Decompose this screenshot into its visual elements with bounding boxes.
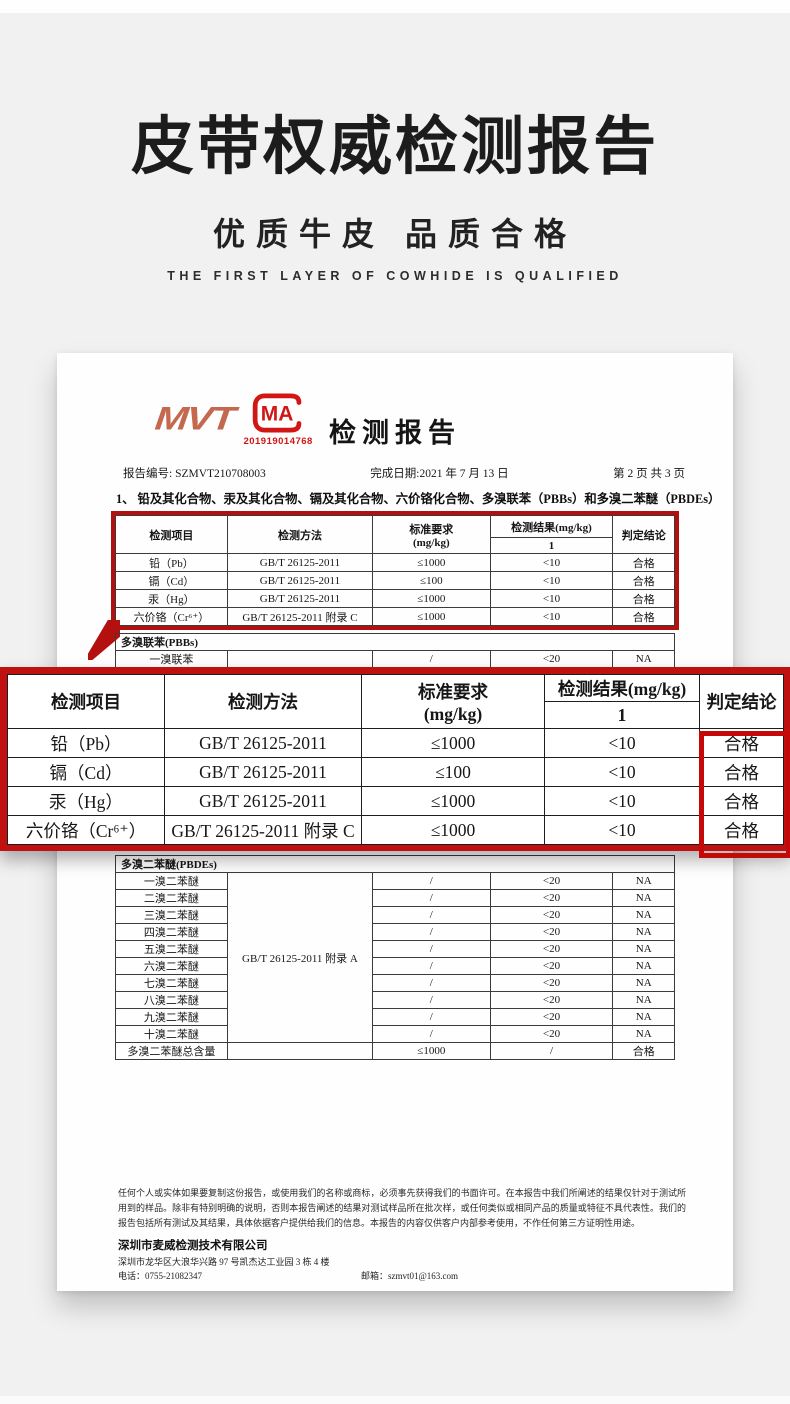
top-white-strip bbox=[0, 0, 790, 13]
company-phone: 电话：0755-21082347 bbox=[118, 1271, 202, 1281]
table-row: 多溴二苯醚总含量 ≤1000/合格 bbox=[115, 1042, 675, 1060]
result-sub-header: 1 bbox=[489, 537, 614, 554]
table-row: 八溴二苯醚 / <20 NA bbox=[115, 991, 675, 1009]
table-row: 二溴二苯醚 / <20 NA bbox=[115, 889, 675, 907]
col-header-conclusion: 判定结论 bbox=[699, 674, 784, 729]
table-row: 六价铬（Cr⁶⁺） GB/T 26125-2011 附录 C ≤1000 <10 合格 bbox=[7, 815, 784, 845]
company-contact-row: 电话：0755-21082347 邮箱：szmvt01@163.com bbox=[118, 1269, 458, 1282]
report-info-row: 报告编号: SZMVT210708003 完成日期:2021 年 7 月 13 … bbox=[123, 465, 685, 481]
col-header-method: 检测方法 bbox=[164, 674, 362, 729]
company-email: 邮箱：szmvt01@163.com bbox=[360, 1271, 458, 1281]
col-header-item: 检测项目 bbox=[115, 515, 228, 554]
table-row: 一溴二苯醚 GB/T 26125-2011 附录 A / <20 NA bbox=[115, 872, 675, 1043]
magnified-table-overlay: 检测项目 检测方法 标准要求 (mg/kg) 检测结果(mg/kg) 判定结论 1… bbox=[0, 667, 790, 858]
report-number: 报告编号: SZMVT210708003 bbox=[123, 468, 266, 480]
hero-title: 皮带权威检测报告 bbox=[131, 112, 659, 182]
report-page-number: 第 2 页 共 3 页 bbox=[613, 468, 685, 480]
cma-badge-icon: MA bbox=[252, 393, 302, 433]
pbde-table: 多溴二苯醚(PBDEs) 一溴二苯醚 GB/T 26125-2011 附录 A / <… bbox=[115, 855, 675, 1060]
pbde-method-merged-cell: GB/T 26125-2011 附录 A bbox=[226, 872, 374, 1043]
table-row: 六价铬（Cr⁶⁺） GB/T 26125-2011 附录 C ≤1000 <10 合格 bbox=[115, 607, 675, 626]
pbb-section-title: 多溴联苯(PBBs) bbox=[115, 633, 675, 651]
table-row: 六溴二苯醚 / <20 NA bbox=[115, 957, 675, 975]
table-row: 十溴二苯醚 / <20 NA bbox=[115, 1025, 675, 1043]
table-row: 铅（Pb） GB/T 26125-2011 ≤1000 <10 合格 bbox=[115, 553, 675, 572]
mvt-logo: MVT bbox=[153, 401, 236, 438]
table-row: 三溴二苯醚 / <20 NA bbox=[115, 906, 675, 924]
table-row: 镉（Cd） GB/T 26125-2011 ≤100 <10 合格 bbox=[115, 571, 675, 590]
col-header-standard: 标准要求 (mg/kg) bbox=[361, 674, 545, 729]
col-header-result: 检测结果(mg/kg) bbox=[489, 515, 614, 538]
table-row: 汞（Hg） GB/T 26125-2011 ≤1000 <10 合格 bbox=[7, 786, 784, 816]
cma-mark: MA 201919014768 bbox=[243, 393, 312, 447]
col-header-method: 检测方法 bbox=[226, 515, 374, 554]
col-header-standard: 标准要求 (mg/kg) bbox=[372, 515, 491, 554]
col-header-conclusion: 判定结论 bbox=[612, 515, 675, 554]
pbde-section-title: 多溴二苯醚(PBDEs) bbox=[115, 855, 675, 873]
hero-subtitle-english: THE FIRST LAYER OF COWHIDE IS QUALIFIED bbox=[167, 269, 623, 283]
company-name: 深圳市麦威检测技术有限公司 bbox=[118, 1240, 268, 1252]
table-row: 镉（Cd） GB/T 26125-2011 ≤100 <10 合格 bbox=[7, 757, 784, 787]
company-address: 深圳市龙华区大浪华兴路 97 号凯杰达工业园 3 栋 4 楼 bbox=[118, 1257, 330, 1267]
hero-banner: 皮带权威检测报告 优质牛皮 品质合格 THE FIRST LAYER OF CO… bbox=[0, 0, 790, 283]
cma-number: 201919014768 bbox=[243, 436, 313, 447]
report-logo-row: MVT MA 201919014768 bbox=[153, 393, 313, 447]
hero-subtitle: 优质牛皮 品质合格 bbox=[213, 216, 577, 252]
table-row: 七溴二苯醚 / <20 NA bbox=[115, 974, 675, 992]
report-title: 检测报告 bbox=[329, 418, 461, 448]
result-sub-header: 1 bbox=[544, 701, 700, 729]
table-row: 一溴联苯 / <20 NA bbox=[115, 650, 675, 685]
table-row: 四溴二苯醚 / <20 NA bbox=[115, 923, 675, 941]
bottom-white-strip bbox=[0, 1396, 790, 1404]
magnified-test-table: 检测项目 检测方法 标准要求 (mg/kg) 检测结果(mg/kg) 判定结论 1… bbox=[7, 674, 784, 845]
table-row: 汞（Hg） GB/T 26125-2011 ≤1000 <10 合格 bbox=[115, 589, 675, 608]
col-header-item: 检测项目 bbox=[7, 674, 165, 729]
table-row: 九溴二苯醚 / <20 NA bbox=[115, 1008, 675, 1026]
main-test-table: 检测项目 检测方法 标准要求 (mg/kg) 检测结果(mg/kg) 判定结论 1… bbox=[115, 515, 675, 626]
disclaimer-text: 任何个人或实体如果要复制这份报告，或使用我们的名称或商标，必须事先获得我们的书面… bbox=[118, 1188, 686, 1228]
svg-text:MA: MA bbox=[261, 403, 294, 426]
col-header-result: 检测结果(mg/kg) bbox=[544, 674, 700, 702]
highlight-box-main-table: 检测项目 检测方法 标准要求 (mg/kg) 检测结果(mg/kg) 判定结论 1… bbox=[111, 511, 679, 630]
table-row: 五溴二苯醚 / <20 NA bbox=[115, 940, 675, 958]
section-heading: 1、 铅及其化合物、汞及其化合物、镉及其化合物、六价铬化合物、多溴联苯（PBBs… bbox=[116, 492, 721, 506]
table-row: 铅（Pb） GB/T 26125-2011 ≤1000 <10 合格 bbox=[7, 728, 784, 758]
report-date: 完成日期:2021 年 7 月 13 日 bbox=[370, 468, 509, 480]
